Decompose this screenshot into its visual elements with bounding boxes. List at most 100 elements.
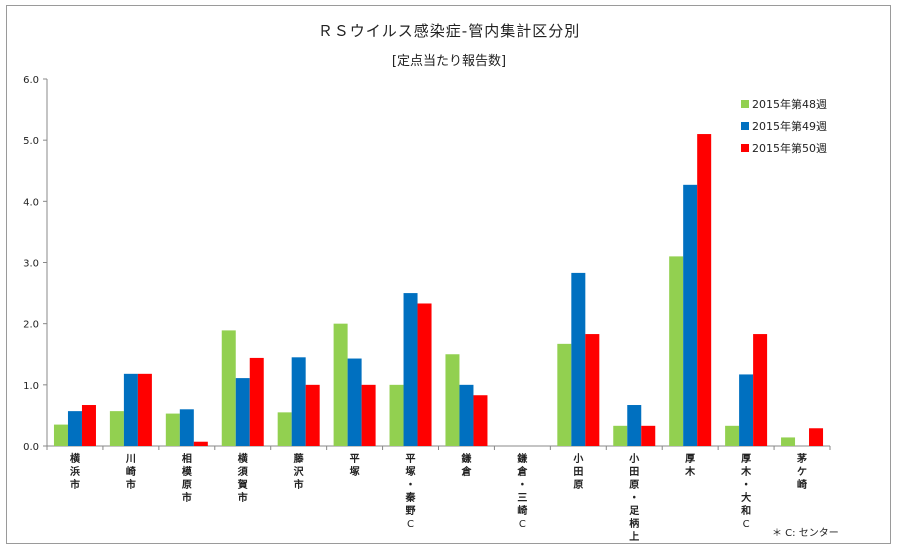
bar-2-1 (67, 411, 82, 446)
y-tick-label: 2.0 (23, 320, 39, 331)
bar-2-11 (627, 405, 642, 446)
legend-swatch-1 (741, 100, 749, 108)
bar-3-8 (473, 395, 488, 446)
bar-1-14 (781, 437, 796, 446)
y-tick-label: 0.0 (23, 442, 39, 453)
chart-subtitle: [定点当たり報告数] (391, 54, 507, 69)
bar-3-10 (585, 334, 600, 446)
x-category-label: 木 (740, 465, 752, 478)
x-category-label: 市 (182, 491, 192, 504)
bar-3-14 (809, 428, 824, 446)
x-category-label: 小 (572, 452, 583, 465)
x-category-label: 鎌 (460, 452, 471, 465)
x-category-label: 浜 (70, 465, 80, 478)
x-category-label: 崎 (126, 465, 136, 478)
x-category-label: 平 (406, 453, 416, 465)
x-category-label: 足 (629, 505, 640, 517)
bar-1-7 (389, 384, 404, 446)
x-category-label: 厚 (741, 453, 751, 465)
bar-2-8 (459, 384, 474, 446)
bar-2-5 (291, 357, 306, 446)
x-category-label: 鎌 (516, 452, 527, 465)
x-category-label: ・ (741, 480, 751, 491)
bar-1-11 (613, 425, 628, 446)
x-category-label: 塚 (350, 465, 360, 478)
x-category-label: ・ (517, 480, 527, 491)
y-tick-label: 5.0 (23, 136, 39, 147)
bar-2-2 (123, 373, 138, 446)
x-category-label: 模 (182, 465, 193, 478)
x-category-label: 田 (573, 466, 583, 478)
bar-2-4 (235, 378, 250, 446)
legend-label-1: 2015年第48週 (752, 97, 827, 111)
x-category-label: C (407, 519, 414, 530)
y-tick-label: 1.0 (23, 381, 39, 392)
x-category-label: 原 (629, 479, 639, 491)
chart-frame (6, 5, 891, 544)
bar-1-10 (557, 343, 572, 446)
bar-3-7 (417, 303, 432, 446)
x-category-label: 市 (238, 491, 248, 504)
x-category-label: 原 (182, 479, 192, 491)
bar-1-4 (221, 330, 236, 446)
footnote: ＊ C: センター (772, 528, 839, 539)
legend-swatch-2 (741, 122, 749, 130)
x-category-label: 市 (294, 478, 304, 491)
y-tick-label: 3.0 (23, 259, 39, 270)
x-category-label: 市 (70, 478, 80, 491)
bar-3-5 (305, 384, 320, 446)
chart-title: ＲＳウイルス感染症-管内集計区分別 (317, 22, 581, 40)
x-category-label: 茅 (797, 452, 807, 465)
x-category-label: 柄 (629, 517, 639, 530)
legend-label-2: 2015年第49週 (752, 119, 827, 133)
bar-3-1 (81, 405, 96, 446)
x-category-label: 塚 (406, 465, 416, 478)
x-category-label: 崎 (517, 504, 527, 517)
bar-1-8 (445, 354, 460, 446)
bar-3-3 (193, 441, 208, 446)
x-category-label: 野 (406, 505, 416, 517)
x-category-label: 川 (125, 453, 136, 465)
x-category-label: 上 (629, 530, 639, 543)
x-category-label: 倉 (516, 465, 528, 478)
x-category-label: 木 (684, 465, 696, 478)
bar-1-1 (53, 424, 68, 446)
x-category-label: ・ (629, 493, 639, 504)
x-category-label: 原 (573, 479, 583, 491)
bar-3-6 (361, 384, 376, 446)
x-category-label: 横 (70, 452, 81, 465)
bar-2-12 (683, 184, 698, 446)
x-category-label: 秦 (405, 491, 417, 504)
x-category-label: ケ (797, 466, 807, 478)
bar-2-10 (571, 272, 586, 446)
y-tick-label: 6.0 (23, 75, 39, 86)
x-category-label: 大 (741, 491, 751, 504)
x-category-label: C (519, 519, 526, 530)
x-category-label: 須 (237, 465, 249, 478)
bar-3-2 (137, 373, 152, 446)
bar-1-2 (109, 411, 124, 446)
x-category-label: 沢 (294, 465, 305, 478)
x-category-label: ・ (406, 480, 416, 491)
bar-1-12 (669, 256, 684, 446)
x-category-label: 田 (629, 466, 639, 478)
x-category-label: 横 (238, 452, 249, 465)
bar-1-3 (165, 413, 180, 446)
bar-3-12 (697, 134, 712, 447)
x-category-label: 三 (517, 492, 527, 504)
bar-2-6 (347, 358, 362, 446)
bar-1-13 (725, 425, 740, 446)
legend-swatch-3 (741, 144, 749, 152)
bar-3-11 (641, 425, 656, 446)
y-tick-label: 4.0 (23, 197, 39, 208)
x-category-label: 平 (350, 453, 360, 465)
legend-label-3: 2015年第50週 (752, 141, 827, 155)
bar-1-6 (333, 323, 348, 446)
x-category-label: 相 (182, 452, 192, 465)
x-category-label: C (743, 519, 750, 530)
x-category-label: 厚 (685, 453, 695, 465)
x-category-label: 藤 (294, 452, 305, 465)
bar-3-13 (753, 334, 768, 446)
bar-2-3 (179, 409, 194, 446)
